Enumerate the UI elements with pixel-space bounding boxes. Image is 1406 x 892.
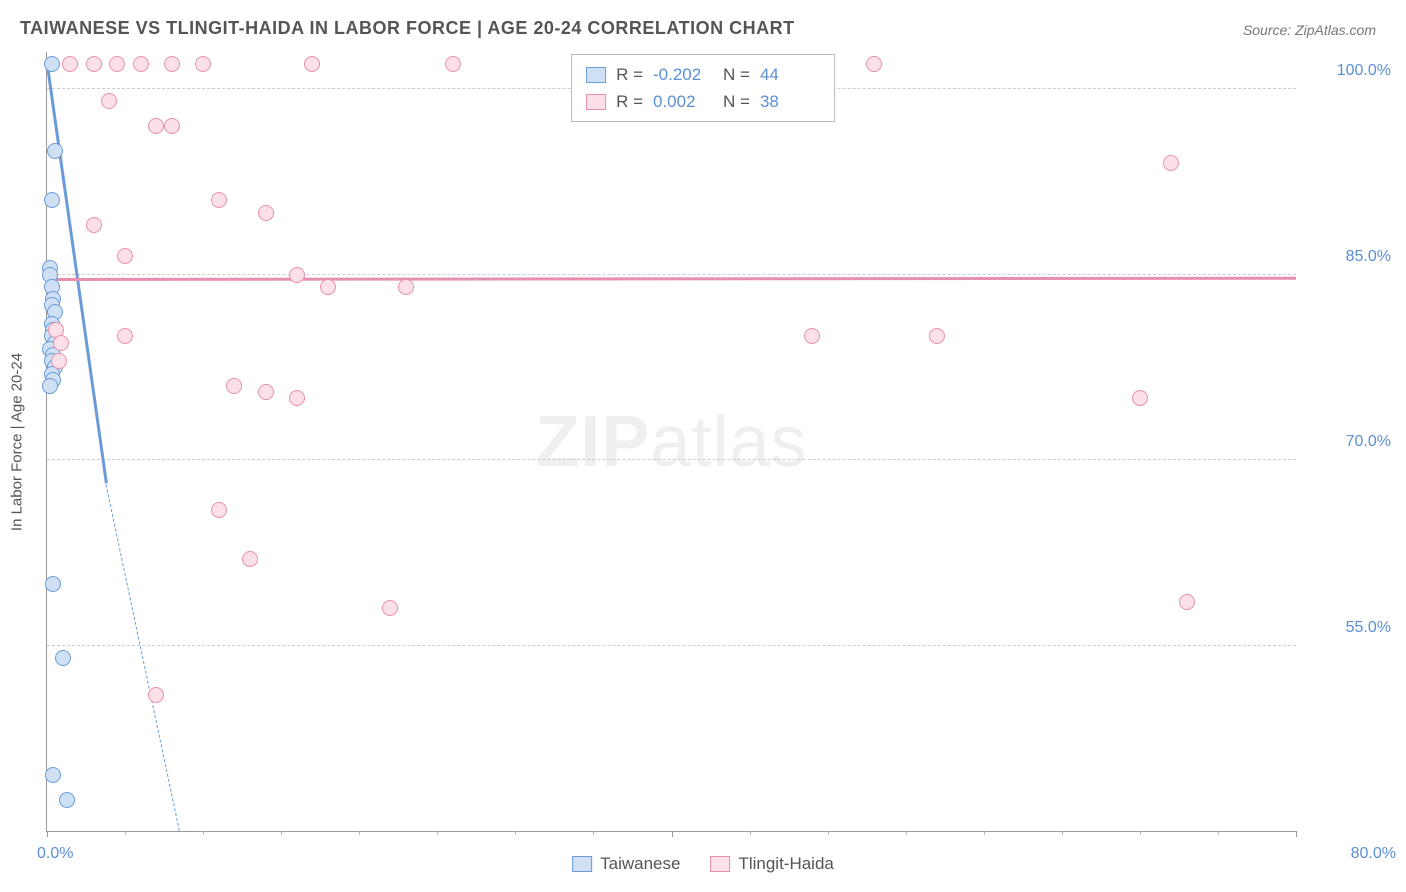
data-point bbox=[101, 93, 117, 109]
legend-r-value: -0.202 bbox=[653, 61, 713, 88]
y-axis-title: In Labor Force | Age 20-24 bbox=[9, 352, 26, 530]
data-point bbox=[86, 56, 102, 72]
data-point bbox=[211, 502, 227, 518]
data-point bbox=[59, 792, 75, 808]
x-tick-minor bbox=[750, 831, 751, 835]
data-point bbox=[44, 56, 60, 72]
x-tick-minor bbox=[359, 831, 360, 835]
data-point bbox=[289, 390, 305, 406]
x-tick-minor bbox=[1062, 831, 1063, 835]
data-point bbox=[55, 650, 71, 666]
data-point bbox=[866, 56, 882, 72]
data-point bbox=[289, 267, 305, 283]
legend-n-value: 38 bbox=[760, 88, 820, 115]
legend-label: Tlingit-Haida bbox=[738, 854, 833, 874]
gridline bbox=[47, 645, 1296, 646]
legend-label: Taiwanese bbox=[600, 854, 680, 874]
scatter-chart: In Labor Force | Age 20-24 ZIPatlas 0.0%… bbox=[46, 52, 1296, 832]
data-point bbox=[148, 687, 164, 703]
legend-swatch bbox=[586, 94, 606, 110]
data-point bbox=[226, 378, 242, 394]
data-point bbox=[53, 335, 69, 351]
y-tick-label: 85.0% bbox=[1346, 248, 1391, 266]
legend-row: R = -0.202 N = 44 bbox=[586, 61, 820, 88]
x-tick-minor bbox=[515, 831, 516, 835]
x-tick-minor bbox=[281, 831, 282, 835]
legend-swatch bbox=[572, 856, 592, 872]
legend-item: Tlingit-Haida bbox=[710, 854, 833, 874]
x-tick bbox=[47, 831, 48, 837]
data-point bbox=[45, 767, 61, 783]
legend-n-label: N = bbox=[723, 61, 750, 88]
data-point bbox=[1179, 594, 1195, 610]
x-tick-minor bbox=[1140, 831, 1141, 835]
legend-r-label: R = bbox=[616, 88, 643, 115]
data-point bbox=[117, 248, 133, 264]
x-tick-minor bbox=[1218, 831, 1219, 835]
data-point bbox=[45, 576, 61, 592]
legend-n-label: N = bbox=[723, 88, 750, 115]
data-point bbox=[62, 56, 78, 72]
legend-n-value: 44 bbox=[760, 61, 820, 88]
x-tick-minor bbox=[125, 831, 126, 835]
x-tick-minor bbox=[593, 831, 594, 835]
source-credit: Source: ZipAtlas.com bbox=[1243, 22, 1376, 38]
data-point bbox=[929, 328, 945, 344]
data-point bbox=[211, 192, 227, 208]
legend-item: Taiwanese bbox=[572, 854, 680, 874]
y-tick-label: 70.0% bbox=[1346, 433, 1391, 451]
legend-row: R = 0.002 N = 38 bbox=[586, 88, 820, 115]
y-tick-label: 55.0% bbox=[1346, 619, 1391, 637]
data-point bbox=[133, 56, 149, 72]
data-point bbox=[86, 217, 102, 233]
data-point bbox=[195, 56, 211, 72]
y-tick-label: 100.0% bbox=[1337, 62, 1391, 80]
x-tick-minor bbox=[984, 831, 985, 835]
legend-swatch bbox=[586, 67, 606, 83]
trend-line bbox=[106, 484, 180, 830]
legend-swatch bbox=[710, 856, 730, 872]
x-tick-minor bbox=[828, 831, 829, 835]
data-point bbox=[44, 192, 60, 208]
data-point bbox=[320, 279, 336, 295]
data-point bbox=[109, 56, 125, 72]
series-legend: Taiwanese Tlingit-Haida bbox=[572, 854, 834, 874]
gridline bbox=[47, 459, 1296, 460]
data-point bbox=[117, 328, 133, 344]
data-point bbox=[382, 600, 398, 616]
x-tick bbox=[1296, 831, 1297, 837]
x-tick-minor bbox=[203, 831, 204, 835]
gridline bbox=[47, 274, 1296, 275]
data-point bbox=[398, 279, 414, 295]
data-point bbox=[258, 384, 274, 400]
watermark: ZIPatlas bbox=[535, 401, 807, 483]
data-point bbox=[42, 378, 58, 394]
legend-r-value: 0.002 bbox=[653, 88, 713, 115]
data-point bbox=[47, 143, 63, 159]
data-point bbox=[148, 118, 164, 134]
data-point bbox=[51, 353, 67, 369]
data-point bbox=[445, 56, 461, 72]
data-point bbox=[242, 551, 258, 567]
x-tick bbox=[672, 831, 673, 837]
x-tick-minor bbox=[437, 831, 438, 835]
legend-r-label: R = bbox=[616, 61, 643, 88]
data-point bbox=[164, 56, 180, 72]
data-point bbox=[1163, 155, 1179, 171]
data-point bbox=[804, 328, 820, 344]
data-point bbox=[304, 56, 320, 72]
data-point bbox=[258, 205, 274, 221]
trend-line bbox=[47, 277, 1296, 281]
x-axis-min-label: 0.0% bbox=[37, 845, 73, 863]
x-tick-minor bbox=[906, 831, 907, 835]
correlation-legend: R = -0.202 N = 44 R = 0.002 N = 38 bbox=[571, 54, 835, 122]
data-point bbox=[1132, 390, 1148, 406]
data-point bbox=[164, 118, 180, 134]
chart-title: TAIWANESE VS TLINGIT-HAIDA IN LABOR FORC… bbox=[20, 18, 795, 39]
x-axis-max-label: 80.0% bbox=[1351, 845, 1396, 863]
